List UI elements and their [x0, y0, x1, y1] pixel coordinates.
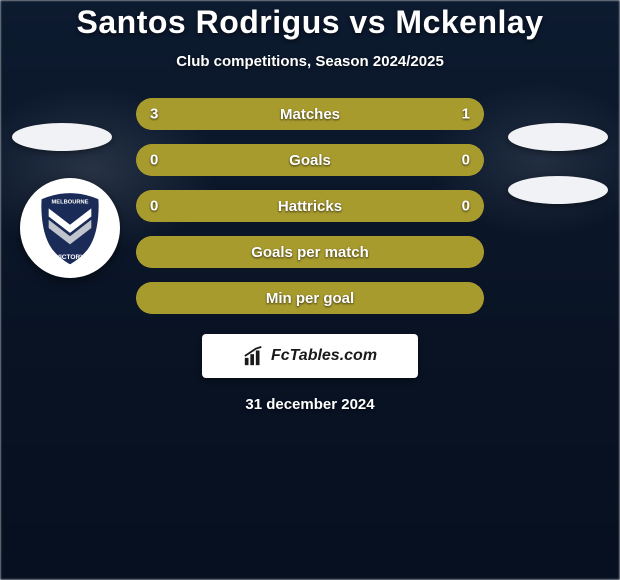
comparison-card: Santos Rodrigus vs Mckenlay Club competi… — [0, 0, 620, 580]
stat-value-left: 0 — [150, 198, 158, 215]
bar-chart-icon — [243, 345, 265, 367]
stat-label: Hattricks — [278, 198, 342, 215]
stat-value-left: 0 — [150, 152, 158, 169]
stat-value-right: 1 — [462, 106, 470, 123]
stat-label: Matches — [280, 106, 340, 123]
stat-row: Goals per match — [136, 236, 484, 268]
attribution-badge: FcTables.com — [202, 334, 418, 378]
stat-value-right: 0 — [462, 198, 470, 215]
stats-chart: Matches 3 1 Goals 0 0 Hattricks 0 0 Goals per mat… — [0, 98, 620, 314]
subtitle: Club competitions, Season 2024/2025 — [176, 53, 444, 70]
stat-label: Goals — [289, 152, 331, 169]
snapshot-date: 31 december 2024 — [245, 396, 374, 413]
page-title: Santos Rodrigus vs Mckenlay — [77, 4, 544, 41]
stat-value-left: 3 — [150, 106, 158, 123]
stat-value-right: 0 — [462, 152, 470, 169]
stat-label: Goals per match — [251, 244, 369, 261]
stat-row: Min per goal — [136, 282, 484, 314]
stat-row: Hattricks 0 0 — [136, 190, 484, 222]
stat-label: Min per goal — [266, 290, 354, 307]
stat-bar-right-fill — [397, 98, 484, 130]
stat-row: Goals 0 0 — [136, 144, 484, 176]
stat-bar-left-fill — [136, 98, 397, 130]
stat-bar-right-fill — [310, 144, 484, 176]
stat-row: Matches 3 1 — [136, 98, 484, 130]
stat-bar-left-fill — [136, 144, 310, 176]
attribution-text: FcTables.com — [271, 347, 377, 365]
